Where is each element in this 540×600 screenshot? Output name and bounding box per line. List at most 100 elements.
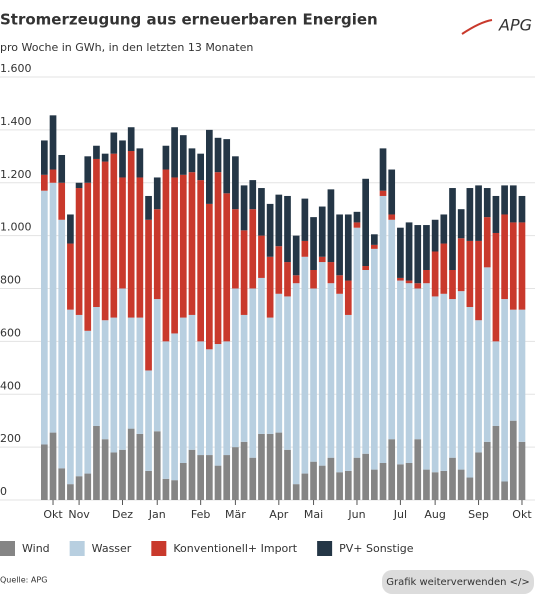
- bar-segment: [318, 256, 326, 263]
- bar-segment: [153, 299, 161, 432]
- bar-segment: [110, 153, 118, 318]
- x-tick-label: Mai: [304, 508, 323, 521]
- chart-subtitle: pro Woche in GWh, in den letzten 13 Mona…: [0, 41, 253, 54]
- bar-segment: [336, 293, 343, 473]
- bar-segment: [327, 189, 335, 263]
- bar-segment: [275, 432, 283, 500]
- bar-segment: [405, 283, 413, 463]
- bar-segment: [153, 177, 161, 210]
- bar-segment: [188, 172, 196, 315]
- bar-segment: [249, 180, 257, 210]
- bar-segment: [292, 275, 300, 284]
- bar-segment: [127, 127, 135, 152]
- bar-segment: [179, 174, 187, 318]
- bar-segment: [388, 219, 396, 440]
- bar-segment: [188, 314, 196, 450]
- legend-label: PV+ Sonstige: [339, 542, 414, 555]
- bar-segment: [475, 320, 482, 453]
- bar-segment: [449, 188, 456, 270]
- bar-segment: [58, 219, 66, 469]
- bar-segment: [423, 469, 430, 500]
- bar-segment: [414, 288, 422, 440]
- bar-segment: [292, 235, 300, 276]
- bar-segment: [41, 174, 48, 191]
- bar-segment: [67, 484, 74, 500]
- bar-segment: [492, 232, 500, 342]
- bar-segment: [171, 333, 178, 481]
- bar-segment: [318, 262, 326, 466]
- bar-segment: [371, 248, 378, 470]
- legend-label: Konventionell+ Import: [173, 542, 297, 555]
- bar-segment: [492, 425, 500, 500]
- x-tick-label: Okt: [512, 508, 532, 521]
- bar-segment: [509, 222, 517, 310]
- bar-segment: [318, 206, 326, 257]
- bar-segment: [232, 288, 239, 448]
- bar-segment: [310, 217, 317, 270]
- bar-segment: [41, 444, 48, 500]
- bar-segment: [49, 432, 57, 500]
- bar-segment: [440, 470, 448, 500]
- share-button-label[interactable]: Grafik weiterverwenden </>: [386, 577, 530, 588]
- bar-segment: [318, 465, 326, 500]
- bar-segment: [84, 473, 92, 500]
- bar-segment: [188, 148, 196, 173]
- bar-segment: [509, 309, 517, 421]
- bar-segment: [179, 462, 187, 500]
- share-button[interactable]: [382, 570, 534, 594]
- bar-segment: [362, 269, 369, 454]
- bar-segment: [162, 478, 170, 500]
- bar-segment: [388, 214, 396, 220]
- bar-segment: [388, 439, 396, 500]
- bar-segment: [379, 462, 387, 500]
- bar-segment: [327, 457, 335, 500]
- bar-segment: [397, 277, 404, 281]
- bar-segment: [449, 269, 456, 300]
- bar-segment: [371, 234, 378, 245]
- bar-segment: [127, 317, 135, 429]
- bar-segment: [75, 182, 83, 189]
- bar-segment: [440, 214, 448, 244]
- bar-segment: [214, 137, 222, 173]
- bar-segment: [171, 480, 178, 500]
- x-tick-label: Feb: [191, 508, 210, 521]
- bar-segment: [58, 468, 66, 500]
- bar-segment: [258, 433, 265, 500]
- bar-segment: [501, 214, 508, 300]
- y-tick-label: 800: [0, 274, 21, 287]
- bar-segment: [457, 469, 465, 500]
- bar-segment: [388, 169, 396, 215]
- bar-segment: [336, 472, 343, 500]
- bar-segment: [431, 296, 439, 473]
- bar-segment: [371, 469, 378, 500]
- bar-segment: [136, 317, 144, 434]
- bar-segment: [101, 439, 109, 500]
- bar-segment: [41, 140, 48, 175]
- bar-segment: [171, 127, 178, 178]
- bar-segment: [67, 243, 74, 310]
- bar-segment: [49, 169, 57, 183]
- bar-segment: [223, 341, 231, 456]
- legend-label: Wasser: [92, 542, 132, 555]
- legend-swatch: [151, 541, 167, 556]
- bar-segment: [119, 140, 126, 178]
- bar-segment: [414, 225, 422, 284]
- bar-segment: [127, 428, 135, 500]
- bar-segment: [292, 484, 300, 500]
- bar-segment: [206, 129, 213, 204]
- bar-segment: [110, 452, 118, 500]
- bar-segment: [232, 447, 239, 500]
- bar-segment: [449, 299, 456, 458]
- bar-segment: [232, 156, 239, 210]
- bar-segment: [301, 473, 309, 500]
- bar-segment: [466, 240, 474, 308]
- bar-segment: [249, 288, 257, 458]
- bar-segment: [84, 156, 92, 183]
- bar-segment: [483, 441, 491, 500]
- bar-segment: [179, 317, 187, 463]
- bar-segment: [223, 193, 231, 342]
- bar-segment: [457, 291, 465, 470]
- bar-segment: [75, 476, 83, 500]
- bar-segment: [327, 262, 335, 284]
- x-tick-label: Jun: [347, 508, 365, 521]
